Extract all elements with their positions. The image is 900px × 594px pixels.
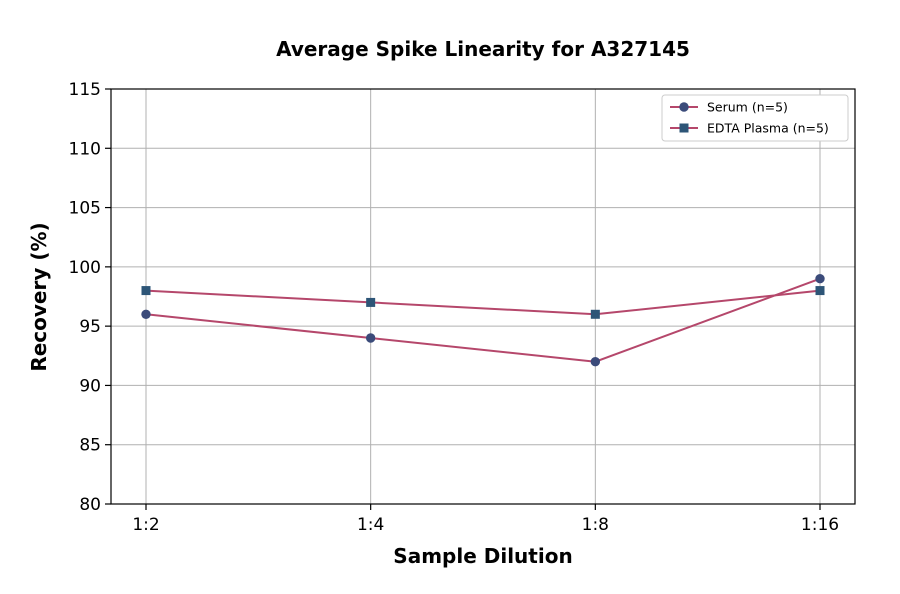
y-tick-label: 85 — [79, 436, 101, 456]
y-tick-label: 90 — [79, 376, 101, 396]
legend-label: Serum (n=5) — [707, 100, 788, 115]
legend: Serum (n=5) EDTA Plasma (n=5) — [661, 94, 849, 142]
y-tick-label: 115 — [69, 80, 101, 100]
data-point — [815, 274, 825, 284]
series-1 — [141, 286, 825, 319]
chart-title: Average Spike Linearity for A327145 — [276, 37, 690, 61]
legend-item-1: EDTA Plasma (n=5) — [670, 121, 829, 136]
data-point — [141, 286, 151, 296]
y-tick-label: 80 — [79, 495, 101, 515]
series-0 — [141, 274, 825, 367]
y-tick-label: 100 — [69, 258, 101, 278]
y-axis-label: Recovery (%) — [27, 222, 51, 371]
grid-lines — [111, 88, 855, 505]
series-line-1 — [145, 289, 821, 316]
legend-marker — [679, 102, 689, 112]
legend-item-0: Serum (n=5) — [670, 100, 788, 115]
x-tick-label: 1:2 — [132, 515, 159, 535]
data-point — [366, 297, 376, 307]
legend-marker — [679, 123, 689, 133]
y-tick-label: 95 — [79, 317, 101, 337]
data-point — [590, 357, 601, 367]
data-point — [365, 333, 376, 343]
data-point — [590, 309, 600, 319]
legend-box — [661, 94, 849, 142]
y-tick-label: 105 — [69, 199, 101, 219]
x-tick-label: 1:16 — [801, 515, 839, 535]
data-point — [141, 309, 151, 319]
plot-frame — [110, 88, 856, 505]
x-axis-label: Sample Dilution — [393, 544, 572, 568]
x-tick-label: 1:8 — [582, 515, 609, 535]
data-point — [815, 286, 825, 296]
series-layer — [141, 274, 825, 367]
y-tick-label: 110 — [69, 139, 101, 159]
series-line-0 — [145, 277, 821, 363]
axes: 80 85 90 95 100 105 110 115 1:2 1:4 1:8 1:16 — [69, 80, 856, 535]
legend-label: EDTA Plasma (n=5) — [707, 121, 829, 136]
x-tick-label: 1:4 — [357, 515, 384, 535]
